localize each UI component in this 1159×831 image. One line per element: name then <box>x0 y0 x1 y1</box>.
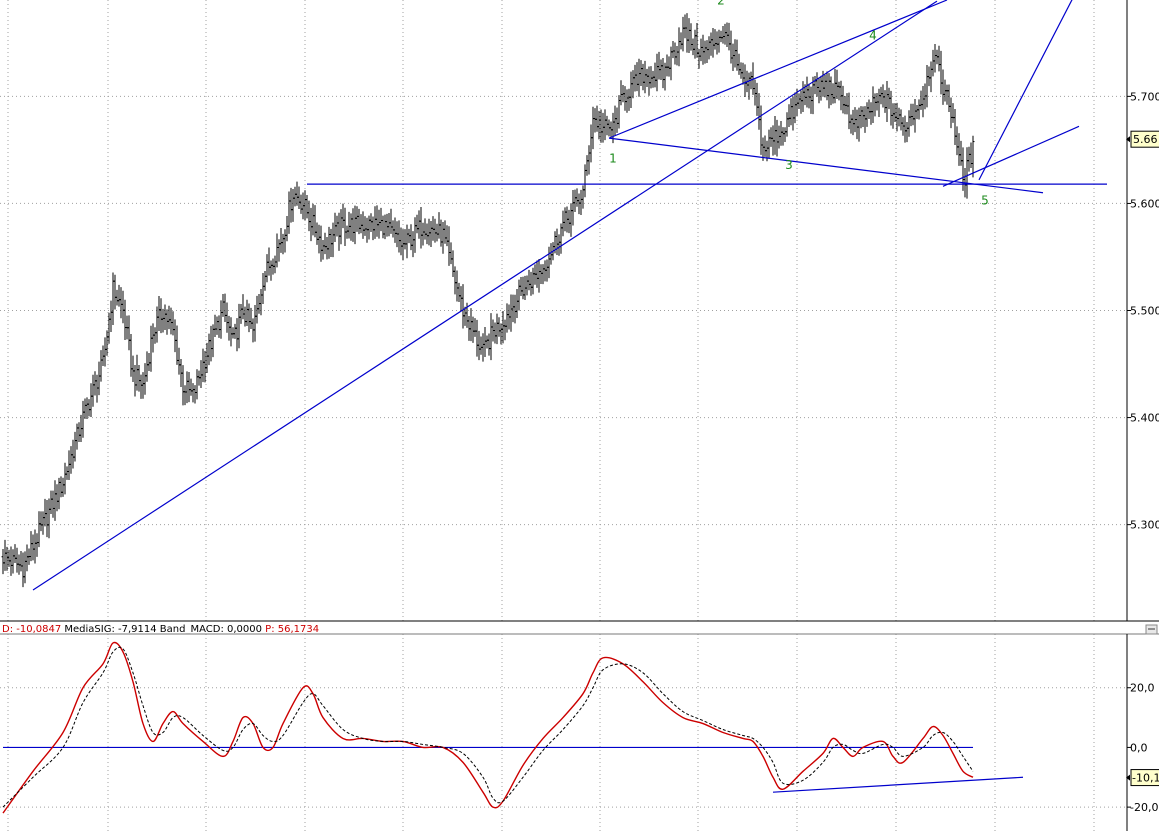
macd-tick-label: 0,0 <box>1130 741 1148 754</box>
wave-label: 5 <box>981 194 989 208</box>
last-macd-marker <box>1126 774 1130 781</box>
price-chart: 1 2 3 4 5 <box>1 0 1107 591</box>
macd-trend-line <box>772 776 1024 793</box>
wave-label: 1 <box>609 152 617 166</box>
macd-legend: D: -10,0847 MediaSIG: -7,9114 Band_MACD:… <box>2 624 319 635</box>
last-macd-label: -10,1 <box>1132 772 1159 785</box>
macd-tick-label: -20,0 <box>1130 801 1158 814</box>
price-tick-label: 5.700 <box>1130 90 1159 103</box>
trend-line <box>608 137 1044 194</box>
trend-line <box>978 0 1073 181</box>
signal-line <box>2 646 974 808</box>
macd-line <box>2 641 974 814</box>
last-price-marker <box>1126 136 1130 143</box>
price-tick-label: 5.300 <box>1130 519 1159 532</box>
macd-chart: D: -10,0847 MediaSIG: -7,9114 Band_MACD:… <box>2 624 1024 814</box>
macd-legend-entry: P: 56,1734 <box>262 624 319 635</box>
macd-legend-entry: Band_MACD: 0,0000 <box>157 624 262 635</box>
macd-tick-label: 20,0 <box>1130 682 1155 695</box>
wave-label: 4 <box>869 29 877 43</box>
last-price-label: 5.66 <box>1133 133 1158 146</box>
wave-label: 2 <box>717 0 725 7</box>
price-tick-label: 5.500 <box>1130 305 1159 318</box>
trend-line <box>942 125 1080 187</box>
last-price-box <box>1130 130 1159 148</box>
macd-legend-entry: MediaSIG: -7,9114 <box>61 624 156 635</box>
macd-legend-entry: D: -10,0847 <box>2 624 61 635</box>
price-tick-label: 5.600 <box>1130 197 1159 210</box>
last-macd-box <box>1130 769 1159 787</box>
trend-line <box>32 0 938 591</box>
grid <box>0 0 1127 831</box>
price-tick-label: 5.400 <box>1130 412 1159 425</box>
trend-line <box>608 0 948 139</box>
wave-label: 3 <box>785 158 793 172</box>
